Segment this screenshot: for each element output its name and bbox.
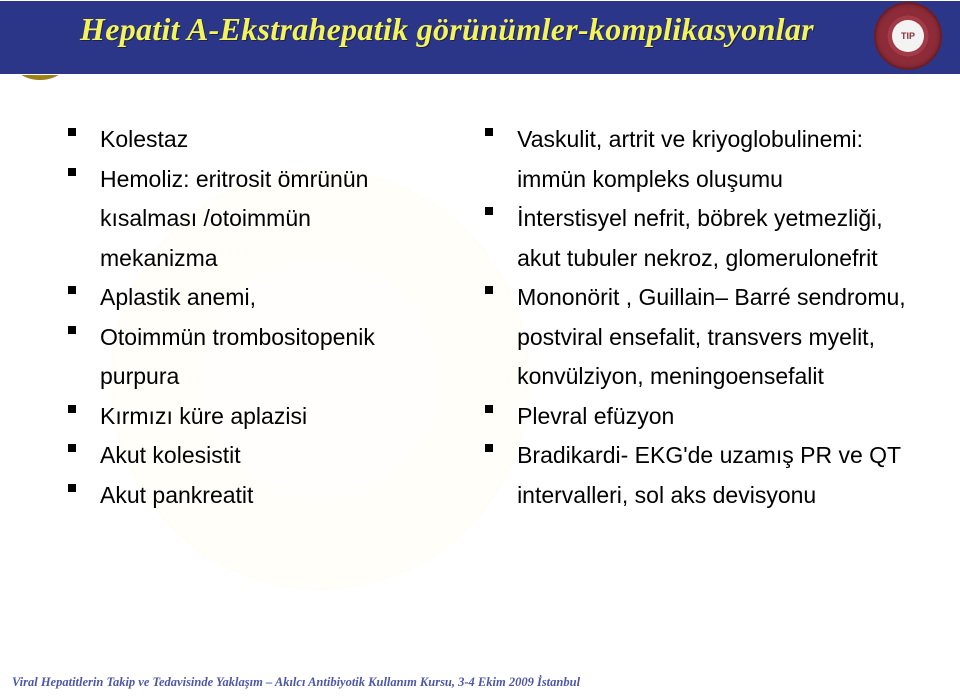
- bullet-icon: [485, 405, 493, 413]
- list-item-line: Bradikardi- EKG'de uzamış PR ve QT: [517, 436, 930, 476]
- list-item: Akut pankreatit: [68, 476, 475, 516]
- bullet-icon: [485, 128, 493, 136]
- list-item: Akut kolesistit: [68, 436, 475, 476]
- list-item: Kırmızı küre aplazisi: [68, 397, 475, 437]
- list-item: Otoimmün trombositopenikpurpura: [68, 318, 475, 397]
- list-item: Aplastik anemi,: [68, 278, 475, 318]
- list-item-line: Plevral efüzyon: [517, 397, 930, 437]
- bullet-icon: [68, 326, 76, 334]
- slide-title: Hepatit A-Ekstrahepatik görünümler-kompl…: [80, 11, 814, 48]
- list-item-line: kısalması /otoimmün: [100, 199, 475, 239]
- bullet-icon: [68, 484, 76, 492]
- bullet-icon: [68, 128, 76, 136]
- bullet-icon: [68, 168, 76, 176]
- left-list: KolestazHemoliz: eritrosit ömrününkısalm…: [68, 120, 475, 515]
- list-item: Mononörit , Guillain– Barré sendromu,pos…: [485, 278, 930, 397]
- list-item-line: immün kompleks oluşumu: [517, 160, 930, 200]
- left-column: KolestazHemoliz: eritrosit ömrününkısalm…: [0, 120, 485, 515]
- seal-right-label: TIP: [892, 20, 924, 52]
- list-item-line: Mononörit , Guillain– Barré sendromu,: [517, 278, 930, 318]
- list-item: Vaskulit, artrit ve kriyoglobulinemi:imm…: [485, 120, 930, 199]
- list-item-line: Vaskulit, artrit ve kriyoglobulinemi:: [517, 120, 930, 160]
- bullet-icon: [485, 444, 493, 452]
- list-item-line: İnterstisyel nefrit, böbrek yetmezliği,: [517, 199, 930, 239]
- list-item-line: konvülziyon, meningoensefalit: [517, 357, 930, 397]
- bullet-icon: [68, 286, 76, 294]
- list-item-line: Kırmızı küre aplazisi: [100, 397, 475, 437]
- right-list: Vaskulit, artrit ve kriyoglobulinemi:imm…: [485, 120, 930, 515]
- list-item-line: Aplastik anemi,: [100, 278, 475, 318]
- slide-header: Hepatit A-Ekstrahepatik görünümler-kompl…: [0, 0, 960, 75]
- list-item-line: Otoimmün trombositopenik: [100, 318, 475, 358]
- list-item: Bradikardi- EKG'de uzamış PR ve QTinterv…: [485, 436, 930, 515]
- logo-right-seal: TIP: [874, 2, 942, 70]
- list-item-line: Hemoliz: eritrosit ömrünün: [100, 160, 475, 200]
- right-column: Vaskulit, artrit ve kriyoglobulinemi:imm…: [485, 120, 960, 515]
- list-item: Kolestaz: [68, 120, 475, 160]
- bullet-icon: [485, 207, 493, 215]
- slide-content: KolestazHemoliz: eritrosit ömrününkısalm…: [0, 120, 960, 515]
- list-item-line: intervalleri, sol aks devisyonu: [517, 476, 930, 516]
- slide-footer: Viral Hepatitlerin Takip ve Tedavisinde …: [12, 675, 580, 690]
- list-item-line: postviral ensefalit, transvers myelit,: [517, 318, 930, 358]
- list-item: Hemoliz: eritrosit ömrününkısalması /oto…: [68, 160, 475, 279]
- list-item: Plevral efüzyon: [485, 397, 930, 437]
- list-item-line: Akut pankreatit: [100, 476, 475, 516]
- bullet-icon: [485, 286, 493, 294]
- bullet-icon: [68, 444, 76, 452]
- list-item-line: mekanizma: [100, 239, 475, 279]
- bullet-icon: [68, 405, 76, 413]
- list-item-line: Akut kolesistit: [100, 436, 475, 476]
- list-item: İnterstisyel nefrit, böbrek yetmezliği,a…: [485, 199, 930, 278]
- list-item-line: akut tubuler nekroz, glomerulonefrit: [517, 239, 930, 279]
- list-item-line: Kolestaz: [100, 120, 475, 160]
- list-item-line: purpura: [100, 357, 475, 397]
